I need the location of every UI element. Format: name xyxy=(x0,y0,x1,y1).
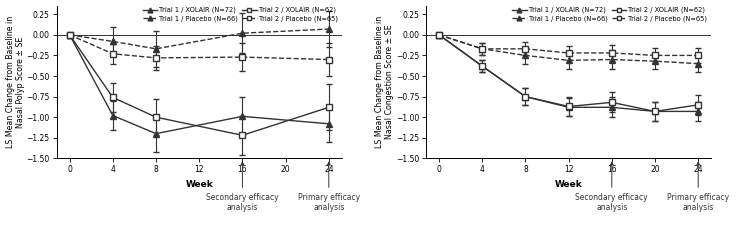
X-axis label: Week: Week xyxy=(185,180,213,189)
Y-axis label: LS Mean Change from Baseline in
Nasal Congestion Score ± SE: LS Mean Change from Baseline in Nasal Co… xyxy=(375,16,394,148)
Text: Secondary efficacy
analysis: Secondary efficacy analysis xyxy=(206,162,279,212)
Text: Secondary efficacy
analysis: Secondary efficacy analysis xyxy=(576,162,648,212)
Legend: Trial 1 / XOLAIR (N=72), Trial 1 / Placebo (N=66), Trial 2 / XOLAIR (N=62), Tria: Trial 1 / XOLAIR (N=72), Trial 1 / Place… xyxy=(512,6,708,22)
Legend: Trial 1 / XOLAIR (N=72), Trial 1 / Placebo (N=66), Trial 2 / XOLAIR (N=62), Tria: Trial 1 / XOLAIR (N=72), Trial 1 / Place… xyxy=(142,6,339,22)
X-axis label: Week: Week xyxy=(555,180,582,189)
Text: Primary efficacy
analysis: Primary efficacy analysis xyxy=(298,162,360,212)
Y-axis label: LS Mean Change from Baseline in
Nasal Polyp Score ± SE: LS Mean Change from Baseline in Nasal Po… xyxy=(6,16,25,148)
Text: Primary efficacy
analysis: Primary efficacy analysis xyxy=(667,162,729,212)
